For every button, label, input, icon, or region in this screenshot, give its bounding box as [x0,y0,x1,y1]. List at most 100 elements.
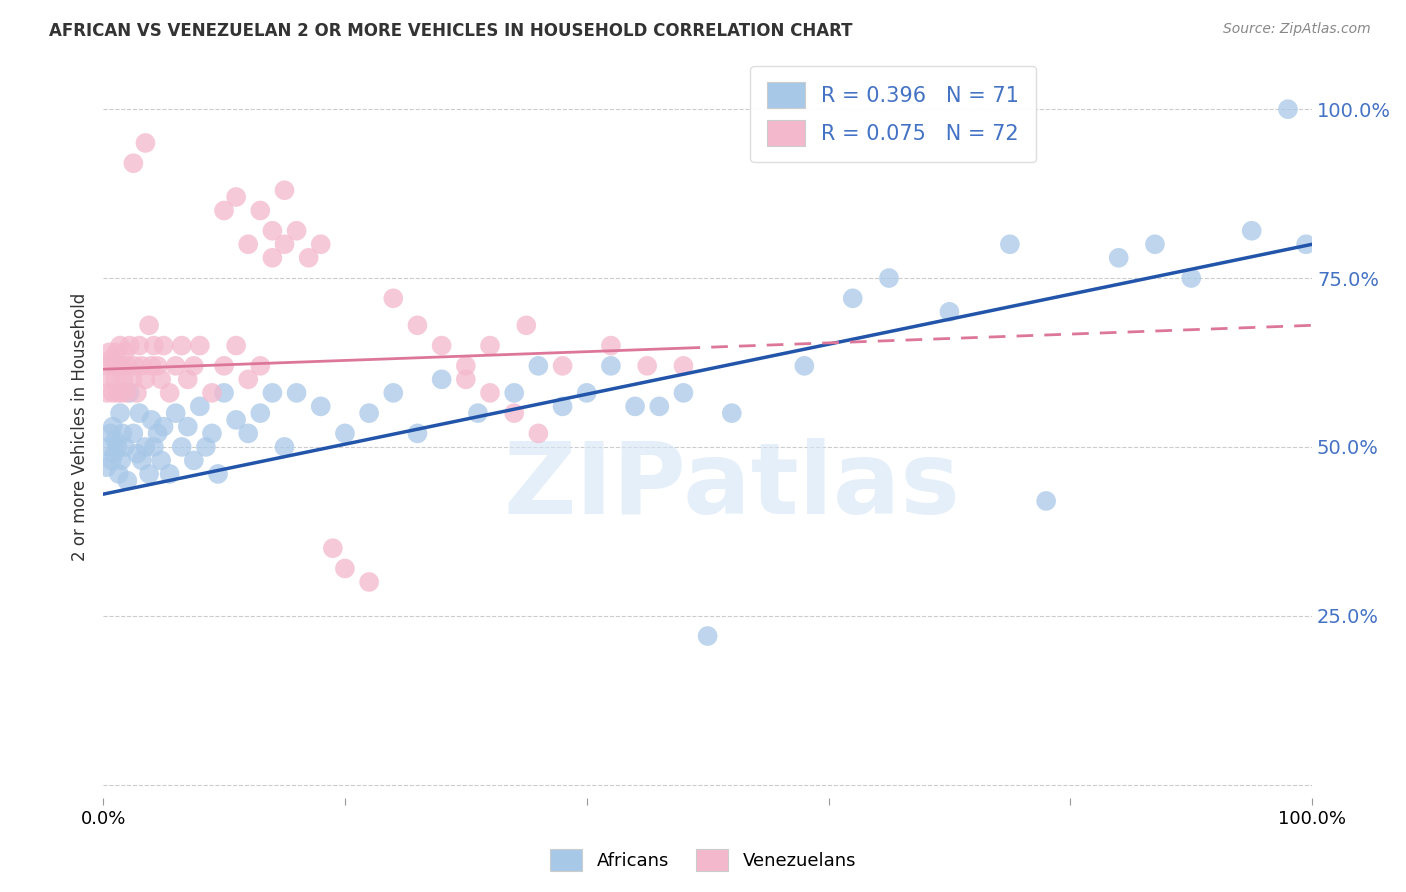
Point [841,291,863,305]
Point [672,359,695,373]
Point [479,338,502,352]
Point [141,359,163,373]
Point [201,426,224,441]
Point [105,345,128,359]
Point [142,338,165,352]
Point [108,338,131,352]
Point [273,237,295,252]
Point [131,453,153,467]
Point [696,629,718,643]
Point [238,237,260,252]
Point [101,385,124,400]
Point [165,406,187,420]
Point [142,440,165,454]
Point [551,359,574,373]
Point [111,359,134,373]
Point [122,426,145,441]
Point [273,440,295,454]
Point [527,359,550,373]
Point [1143,237,1166,252]
Point [479,385,502,400]
Point [128,338,150,352]
Point [96,385,118,400]
Point [406,318,429,333]
Point [100,352,122,367]
Point [152,338,174,352]
Point [298,251,321,265]
Point [183,453,205,467]
Point [138,318,160,333]
Point [101,419,124,434]
Point [262,224,284,238]
Point [600,338,623,352]
Point [430,338,453,352]
Point [96,460,118,475]
Point [1108,251,1130,265]
Point [103,359,125,373]
Point [118,338,141,352]
Point [527,426,550,441]
Point [134,136,156,150]
Point [359,406,381,420]
Point [124,359,146,373]
Point [1277,102,1299,116]
Point [125,385,148,400]
Point [117,359,139,373]
Point [131,359,153,373]
Point [1240,224,1263,238]
Point [207,467,229,481]
Point [503,385,526,400]
Point [793,359,815,373]
Point [108,406,131,420]
Point [125,447,148,461]
Point [114,345,136,359]
Point [333,561,356,575]
Point [212,203,235,218]
Y-axis label: 2 or more Vehicles in Household: 2 or more Vehicles in Household [72,293,89,561]
Point [159,385,181,400]
Text: AFRICAN VS VENEZUELAN 2 OR MORE VEHICLES IN HOUSEHOLD CORRELATION CHART: AFRICAN VS VENEZUELAN 2 OR MORE VEHICLES… [49,22,852,40]
Point [108,359,131,373]
Point [117,474,139,488]
Point [107,440,129,454]
Point [97,359,120,373]
Point [551,400,574,414]
Point [309,237,332,252]
Point [575,385,598,400]
Point [454,359,477,373]
Text: Source: ZipAtlas.com: Source: ZipAtlas.com [1223,22,1371,37]
Point [273,183,295,197]
Point [238,372,260,386]
Point [134,440,156,454]
Point [108,467,131,481]
Legend: R = 0.396   N = 71, R = 0.075   N = 72: R = 0.396 N = 71, R = 0.075 N = 72 [751,65,1036,162]
Point [309,400,332,414]
Point [134,372,156,386]
Point [100,453,122,467]
Point [382,291,405,305]
Point [152,419,174,434]
Point [262,385,284,400]
Point [100,426,122,441]
Point [600,359,623,373]
Point [138,467,160,481]
Point [118,385,141,400]
Point [249,406,271,420]
Point [1295,237,1317,252]
Point [104,372,127,386]
Point [938,305,960,319]
Point [150,453,173,467]
Point [114,440,136,454]
Point [212,359,235,373]
Point [177,419,200,434]
Point [454,372,477,386]
Point [225,190,247,204]
Point [98,440,121,454]
Point [170,338,193,352]
Point [322,541,344,556]
Point [249,203,271,218]
Point [150,372,173,386]
Point [111,426,134,441]
Point [146,359,169,373]
Point [720,406,742,420]
